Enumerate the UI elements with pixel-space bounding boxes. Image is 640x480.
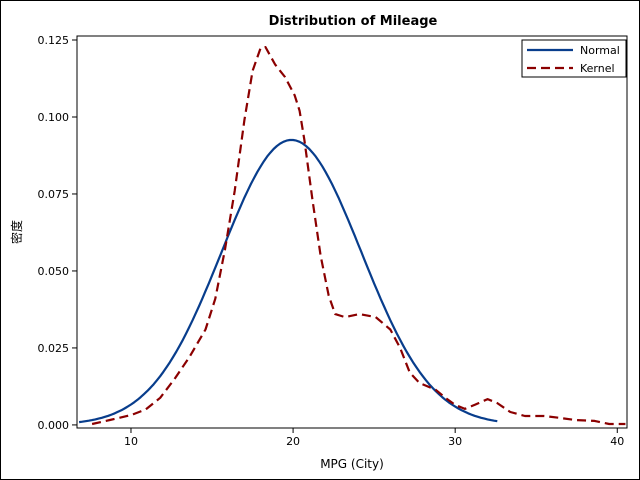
chart-title: Distribution of Mileage xyxy=(269,14,438,29)
x-tick-label: 20 xyxy=(286,435,300,448)
y-axis-label: 密度 xyxy=(9,220,24,244)
y-tick-label: 0.050 xyxy=(38,265,70,278)
legend: Normal Kernel xyxy=(521,39,627,78)
y-tick-label: 0.075 xyxy=(38,188,70,201)
y-tick-label: 0.100 xyxy=(38,111,70,124)
y-tick-label: 0.025 xyxy=(38,342,70,355)
x-tick-label: 40 xyxy=(610,435,624,448)
series-lines xyxy=(78,45,626,426)
legend-label-kernel: Kernel xyxy=(580,62,615,75)
y-tick-label: 0.000 xyxy=(38,419,70,432)
series-line-kernel xyxy=(91,45,626,426)
y-axis: 0.000 0.025 0.050 0.075 0.100 0.125 xyxy=(38,34,77,432)
plot-area xyxy=(76,35,628,429)
series-line-normal xyxy=(78,138,498,424)
legend-label-normal: Normal xyxy=(580,44,620,57)
y-tick-label: 0.125 xyxy=(38,34,70,47)
x-axis-label: MPG (City) xyxy=(320,457,384,471)
x-tick-label: 10 xyxy=(124,435,138,448)
x-tick-label: 30 xyxy=(448,435,462,448)
x-axis: 10 20 30 40 xyxy=(124,428,624,448)
legend-box xyxy=(521,39,627,78)
